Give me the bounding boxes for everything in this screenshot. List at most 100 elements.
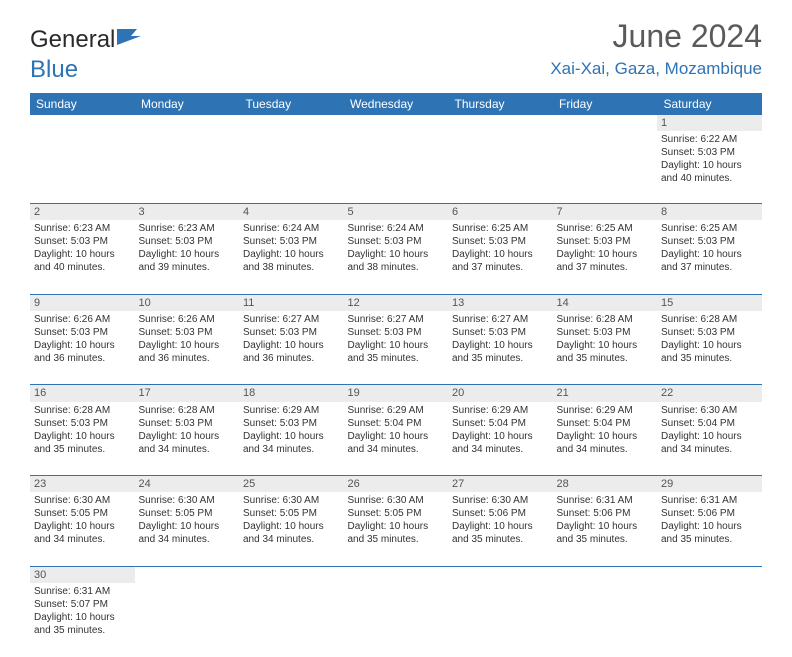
day-details: Sunrise: 6:31 AMSunset: 5:06 PMDaylight:… — [661, 494, 758, 546]
calendar-day-cell — [553, 131, 658, 203]
daylight-mins-text: and 34 minutes. — [348, 443, 445, 456]
calendar-day-cell: Sunrise: 6:27 AMSunset: 5:03 PMDaylight:… — [448, 311, 553, 385]
calendar-week-row: Sunrise: 6:22 AMSunset: 5:03 PMDaylight:… — [30, 131, 762, 203]
day-number-cell — [30, 115, 135, 131]
day-number-cell: 22 — [657, 385, 762, 402]
calendar-day-cell: Sunrise: 6:27 AMSunset: 5:03 PMDaylight:… — [344, 311, 449, 385]
calendar-week-row: Sunrise: 6:23 AMSunset: 5:03 PMDaylight:… — [30, 220, 762, 294]
sunset-text: Sunset: 5:03 PM — [34, 235, 131, 248]
daynum-row: 23242526272829 — [30, 476, 762, 493]
day-details: Sunrise: 6:30 AMSunset: 5:05 PMDaylight:… — [243, 494, 340, 546]
day-details: Sunrise: 6:26 AMSunset: 5:03 PMDaylight:… — [34, 313, 131, 365]
sunset-text: Sunset: 5:03 PM — [34, 326, 131, 339]
daylight-text: Daylight: 10 hours — [34, 520, 131, 533]
sunset-text: Sunset: 5:03 PM — [452, 235, 549, 248]
daylight-text: Daylight: 10 hours — [661, 430, 758, 443]
title-block: June 2024 Xai-Xai, Gaza, Mozambique — [550, 18, 762, 79]
calendar-header-row: Sunday Monday Tuesday Wednesday Thursday… — [30, 93, 762, 115]
day-details: Sunrise: 6:22 AMSunset: 5:03 PMDaylight:… — [661, 133, 758, 185]
day-details: Sunrise: 6:29 AMSunset: 5:04 PMDaylight:… — [348, 404, 445, 456]
daylight-text: Daylight: 10 hours — [139, 520, 236, 533]
daylight-mins-text: and 35 minutes. — [557, 352, 654, 365]
sunset-text: Sunset: 5:03 PM — [557, 326, 654, 339]
daylight-mins-text: and 36 minutes. — [139, 352, 236, 365]
daylight-text: Daylight: 10 hours — [661, 339, 758, 352]
day-number-cell: 24 — [135, 476, 240, 493]
location-text: Xai-Xai, Gaza, Mozambique — [550, 59, 762, 79]
sunrise-text: Sunrise: 6:30 AM — [139, 494, 236, 507]
sunset-text: Sunset: 5:03 PM — [661, 326, 758, 339]
daylight-text: Daylight: 10 hours — [139, 430, 236, 443]
sunset-text: Sunset: 5:03 PM — [139, 417, 236, 430]
sunset-text: Sunset: 5:03 PM — [139, 326, 236, 339]
sunset-text: Sunset: 5:03 PM — [348, 326, 445, 339]
daylight-text: Daylight: 10 hours — [34, 430, 131, 443]
day-number-cell: 15 — [657, 294, 762, 311]
day-details: Sunrise: 6:25 AMSunset: 5:03 PMDaylight:… — [452, 222, 549, 274]
calendar-day-cell: Sunrise: 6:26 AMSunset: 5:03 PMDaylight:… — [30, 311, 135, 385]
day-details: Sunrise: 6:28 AMSunset: 5:03 PMDaylight:… — [139, 404, 236, 456]
day-number-cell: 25 — [239, 476, 344, 493]
logo-flag-icon — [117, 26, 143, 54]
sunrise-text: Sunrise: 6:30 AM — [243, 494, 340, 507]
sunrise-text: Sunrise: 6:23 AM — [139, 222, 236, 235]
day-number-cell: 27 — [448, 476, 553, 493]
sunrise-text: Sunrise: 6:29 AM — [557, 404, 654, 417]
calendar-week-row: Sunrise: 6:28 AMSunset: 5:03 PMDaylight:… — [30, 402, 762, 476]
day-details: Sunrise: 6:30 AMSunset: 5:05 PMDaylight:… — [139, 494, 236, 546]
day-header: Friday — [553, 93, 658, 115]
daylight-mins-text: and 35 minutes. — [557, 533, 654, 546]
daynum-row: 30 — [30, 566, 762, 583]
sunrise-text: Sunrise: 6:29 AM — [452, 404, 549, 417]
calendar-day-cell: Sunrise: 6:28 AMSunset: 5:03 PMDaylight:… — [553, 311, 658, 385]
day-details: Sunrise: 6:30 AMSunset: 5:06 PMDaylight:… — [452, 494, 549, 546]
day-number-cell: 6 — [448, 203, 553, 220]
sunset-text: Sunset: 5:06 PM — [661, 507, 758, 520]
day-number-cell — [448, 566, 553, 583]
sunrise-text: Sunrise: 6:30 AM — [661, 404, 758, 417]
daylight-text: Daylight: 10 hours — [661, 159, 758, 172]
calendar-day-cell: Sunrise: 6:25 AMSunset: 5:03 PMDaylight:… — [448, 220, 553, 294]
sunrise-text: Sunrise: 6:24 AM — [348, 222, 445, 235]
sunrise-text: Sunrise: 6:28 AM — [557, 313, 654, 326]
sunset-text: Sunset: 5:05 PM — [348, 507, 445, 520]
day-number-cell: 3 — [135, 203, 240, 220]
calendar-day-cell — [553, 583, 658, 657]
day-details: Sunrise: 6:27 AMSunset: 5:03 PMDaylight:… — [452, 313, 549, 365]
daylight-mins-text: and 34 minutes. — [243, 533, 340, 546]
calendar-day-cell: Sunrise: 6:22 AMSunset: 5:03 PMDaylight:… — [657, 131, 762, 203]
day-details: Sunrise: 6:28 AMSunset: 5:03 PMDaylight:… — [557, 313, 654, 365]
day-number-cell: 5 — [344, 203, 449, 220]
month-title: June 2024 — [550, 18, 762, 55]
daylight-mins-text: and 37 minutes. — [452, 261, 549, 274]
calendar-day-cell — [344, 583, 449, 657]
calendar-day-cell — [344, 131, 449, 203]
calendar-day-cell: Sunrise: 6:27 AMSunset: 5:03 PMDaylight:… — [239, 311, 344, 385]
daylight-mins-text: and 34 minutes. — [243, 443, 340, 456]
sunrise-text: Sunrise: 6:30 AM — [34, 494, 131, 507]
day-details: Sunrise: 6:29 AMSunset: 5:04 PMDaylight:… — [557, 404, 654, 456]
day-number-cell — [344, 115, 449, 131]
day-number-cell: 2 — [30, 203, 135, 220]
sunset-text: Sunset: 5:05 PM — [243, 507, 340, 520]
day-header: Sunday — [30, 93, 135, 115]
calendar-day-cell: Sunrise: 6:28 AMSunset: 5:03 PMDaylight:… — [30, 402, 135, 476]
daylight-mins-text: and 35 minutes. — [661, 533, 758, 546]
calendar-day-cell: Sunrise: 6:29 AMSunset: 5:04 PMDaylight:… — [448, 402, 553, 476]
calendar-day-cell — [657, 583, 762, 657]
sunrise-text: Sunrise: 6:25 AM — [557, 222, 654, 235]
sunset-text: Sunset: 5:03 PM — [139, 235, 236, 248]
daylight-mins-text: and 34 minutes. — [452, 443, 549, 456]
daylight-mins-text: and 36 minutes. — [243, 352, 340, 365]
sunrise-text: Sunrise: 6:31 AM — [661, 494, 758, 507]
sunset-text: Sunset: 5:05 PM — [34, 507, 131, 520]
day-number-cell — [657, 566, 762, 583]
sunset-text: Sunset: 5:03 PM — [243, 417, 340, 430]
sunrise-text: Sunrise: 6:31 AM — [34, 585, 131, 598]
sunrise-text: Sunrise: 6:30 AM — [452, 494, 549, 507]
day-number-cell: 19 — [344, 385, 449, 402]
calendar-day-cell — [239, 131, 344, 203]
daylight-text: Daylight: 10 hours — [243, 520, 340, 533]
daylight-text: Daylight: 10 hours — [243, 248, 340, 261]
daylight-text: Daylight: 10 hours — [139, 248, 236, 261]
